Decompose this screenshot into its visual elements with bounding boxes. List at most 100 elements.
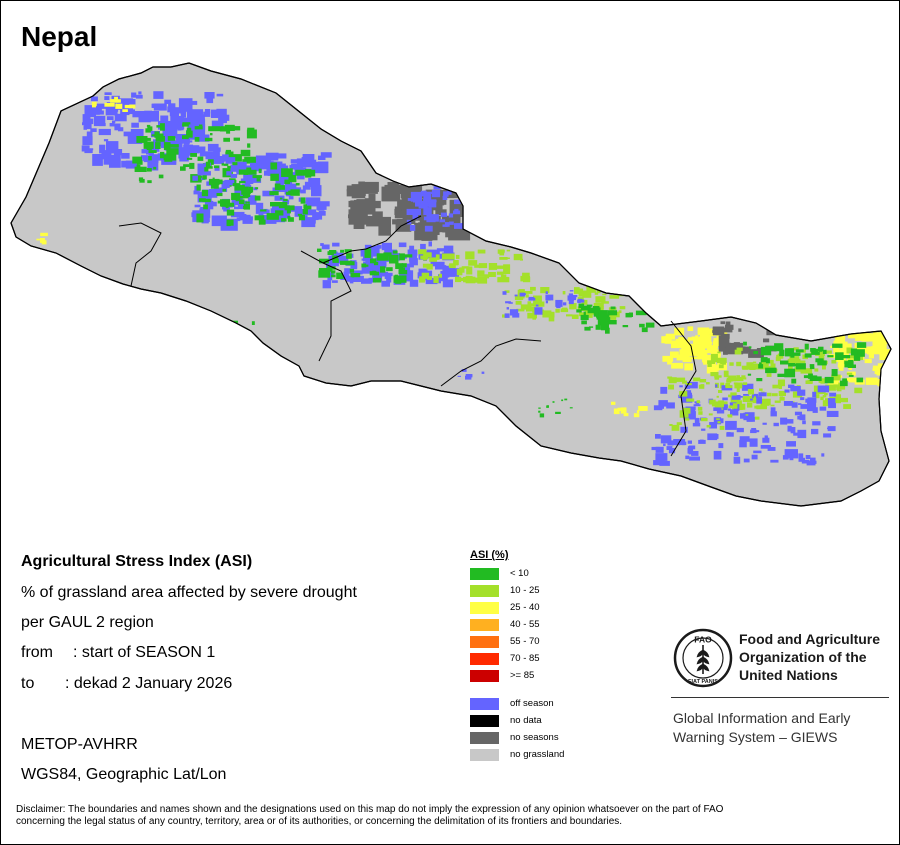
map-pixel: [272, 205, 290, 216]
map-pixel: [727, 432, 731, 436]
to-label: to: [21, 675, 35, 692]
map-pixel: [502, 291, 507, 295]
map-pixel: [266, 213, 279, 220]
map-pixel: [693, 404, 701, 407]
map-pixel: [318, 270, 330, 278]
fao-name-line1: Food and Agriculture: [739, 631, 881, 647]
map-pixel: [753, 351, 758, 355]
map-pixel: [287, 217, 294, 222]
map-pixel: [835, 334, 846, 343]
map-pixel: [576, 309, 582, 313]
map-pixel: [596, 289, 601, 294]
map-pixel: [538, 410, 541, 413]
map-pixel: [877, 341, 884, 347]
map-pixel: [706, 382, 710, 385]
legend-label-70-85: 70 - 85: [510, 653, 540, 664]
map-pixel: [383, 272, 393, 277]
map-pixel: [695, 335, 699, 338]
map-pixel: [807, 379, 813, 384]
map-pixel: [314, 163, 326, 168]
map-pixel: [638, 406, 648, 411]
map-pixel: [841, 355, 851, 359]
map-pixel: [418, 222, 427, 228]
map-pixel: [287, 215, 291, 220]
map-pixel: [477, 270, 485, 277]
map-pixel: [378, 216, 391, 236]
map-pixel: [756, 378, 763, 382]
map-pixel: [668, 448, 676, 454]
legend-title: ASI (%): [470, 549, 509, 561]
map-pixel: [106, 116, 114, 120]
map-pixel: [154, 131, 160, 138]
legend-swatch-25-40: [470, 602, 499, 614]
map-pixel: [610, 306, 616, 310]
map-pixel: [302, 209, 308, 215]
map-pixel: [225, 151, 234, 159]
map-pixel: [254, 215, 265, 221]
map-pixel: [147, 126, 153, 131]
map-pixel: [716, 409, 725, 414]
legend-swatch-no-grassland: [470, 749, 499, 761]
map-pixel: [749, 438, 758, 447]
map-pixel: [168, 159, 177, 164]
map-pixel: [827, 398, 836, 405]
map-pixel: [212, 177, 215, 180]
map-pixel: [514, 294, 518, 297]
map-pixel: [182, 122, 191, 125]
map-pixel: [136, 136, 148, 143]
map-pixel: [350, 273, 361, 278]
map-pixel: [595, 324, 601, 330]
map-pixel: [827, 355, 834, 358]
map-pixel: [548, 316, 555, 322]
map-pixel: [258, 168, 262, 174]
map-pixel: [822, 349, 827, 354]
map-pixel: [449, 221, 454, 225]
map-pixel: [823, 433, 832, 438]
map-pixel: [247, 143, 251, 148]
map-pixel: [344, 268, 352, 274]
map-pixel: [398, 267, 405, 272]
map-pixel: [815, 358, 824, 363]
sensor-name: METOP-AVHRR: [21, 736, 138, 753]
map-pixel: [762, 422, 767, 425]
map-pixel: [503, 264, 511, 274]
map-pixel: [770, 404, 775, 407]
map-pixel: [697, 327, 710, 335]
map-pixel: [180, 166, 186, 171]
map-pixel: [498, 249, 505, 253]
map-pixel: [366, 261, 377, 271]
map-pixel: [706, 341, 713, 345]
map-pixel: [795, 363, 806, 370]
map-pixel: [295, 210, 303, 214]
legend-swatch-40-55: [470, 619, 499, 631]
map-pixel: [301, 217, 316, 228]
map-pixel: [713, 407, 722, 411]
map-pixel: [168, 103, 176, 108]
map-pixel: [149, 154, 159, 163]
map-pixel: [800, 404, 813, 409]
map-pixel: [502, 314, 507, 318]
map-pixel: [463, 276, 467, 283]
map-pixel: [321, 244, 330, 250]
map-pixel: [807, 402, 817, 412]
map-pixel: [688, 445, 696, 450]
map-pixel: [555, 411, 561, 414]
map-pixel: [717, 357, 727, 364]
map-pixel: [655, 446, 664, 453]
map-pixel: [210, 133, 213, 136]
map-title: Nepal: [21, 21, 98, 52]
map-pixel: [676, 422, 682, 425]
map-pixel: [360, 187, 378, 194]
map-pixel: [131, 92, 137, 98]
map-pixel: [99, 144, 106, 154]
admin-boundaries: [118, 215, 697, 457]
map-pixel: [352, 262, 358, 270]
map-pixel: [320, 243, 324, 246]
map-pixel: [533, 295, 542, 304]
map-pixel: [93, 115, 106, 127]
map-pixel: [204, 109, 211, 114]
map-pixel: [677, 339, 685, 347]
map-pixel: [194, 204, 201, 208]
map-pixel: [233, 323, 236, 326]
map-pixel: [237, 332, 243, 336]
